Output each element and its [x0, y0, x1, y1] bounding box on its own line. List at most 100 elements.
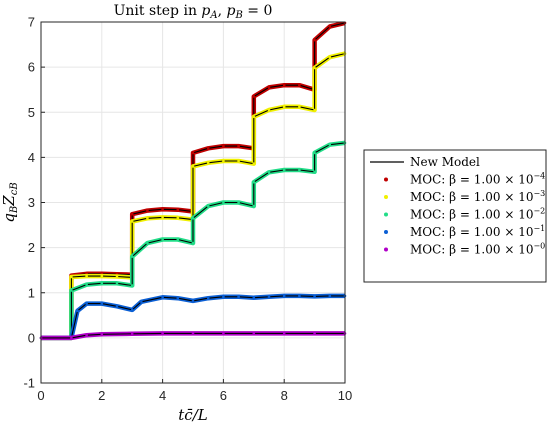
series-3-point	[130, 284, 134, 287]
series-4-point	[176, 296, 180, 300]
y-tick-label: 5	[28, 105, 35, 120]
series-4-point	[267, 295, 271, 299]
legend-entry-2: MOC: β = 1.00 × 10−3	[410, 189, 545, 204]
legend-box	[363, 149, 547, 283]
legend-entry-3: MOC: β = 1.00 × 10−2	[410, 207, 545, 222]
legend-marker-3	[384, 212, 388, 217]
series-2-point	[328, 55, 332, 59]
series-1-point	[252, 95, 256, 98]
series-4-point	[298, 294, 301, 298]
legend-marker-4	[384, 230, 388, 234]
series-1-point	[222, 144, 225, 148]
chart-title: Unit step in pA, pB = 0	[114, 3, 273, 21]
series-3-point	[222, 201, 225, 204]
series-4-point	[130, 308, 134, 312]
series-3-point	[191, 217, 195, 220]
series-2-point	[313, 66, 316, 70]
y-tick-label: 2	[28, 240, 35, 255]
series-4-point	[191, 299, 195, 303]
series-1-point	[206, 147, 210, 150]
series-5-point	[130, 332, 134, 336]
y-tick-label: 1	[28, 285, 35, 300]
series-3-point	[70, 289, 73, 292]
series-2-point	[191, 165, 195, 168]
series-4-point	[100, 302, 104, 305]
series-3-point	[146, 241, 149, 245]
series-1-point	[161, 208, 164, 211]
series-3-point	[115, 282, 119, 285]
series-1-point	[146, 209, 149, 212]
series-5-point	[100, 333, 104, 336]
series-2-point	[70, 275, 73, 279]
series-3-point	[176, 238, 180, 241]
series-2-point	[282, 105, 286, 109]
y-tick-label: 0	[28, 330, 35, 345]
series-3-point	[313, 170, 316, 174]
series-5-point	[191, 332, 195, 335]
legend-entry-4: MOC: β = 1.00 × 10−1	[410, 224, 545, 239]
y-tick-label: 4	[28, 150, 35, 165]
plot-frame	[40, 21, 346, 384]
series-3-point	[267, 171, 271, 174]
series-5-point	[282, 332, 286, 335]
series-2-point	[252, 115, 256, 119]
series-4-point	[252, 296, 256, 300]
y-tick-label: 3	[28, 195, 35, 210]
y-tick-label: -1	[23, 376, 35, 391]
series-4-point	[282, 294, 286, 298]
series-4-point	[140, 300, 143, 304]
series-4-point	[313, 295, 316, 298]
series-2-point	[100, 274, 104, 278]
series-4-point	[222, 295, 225, 299]
series-5-point	[70, 336, 73, 340]
series-2-point	[85, 274, 88, 278]
series-2-point	[313, 108, 316, 112]
series-2-point	[130, 220, 134, 223]
series-4-point	[76, 309, 79, 313]
legend-entry-5: MOC: β = 1.00 × 10−0	[410, 242, 545, 257]
series-3-point	[282, 168, 286, 172]
series-5-point	[313, 332, 316, 335]
series-1-point	[298, 83, 301, 87]
series-5-point	[222, 332, 225, 335]
series-3-point	[100, 282, 104, 285]
series-3-point	[130, 255, 134, 258]
series-2-point	[298, 105, 301, 109]
series-4-point	[115, 305, 119, 308]
x-tick-label: 6	[220, 388, 227, 403]
series-3-point	[252, 180, 256, 184]
legend-marker-2	[384, 195, 388, 199]
series-1-point	[191, 151, 195, 155]
series-4-point	[161, 296, 164, 299]
series-3-point	[161, 238, 164, 241]
x-axis-label: tc̄/L	[178, 406, 207, 424]
series-5-point	[252, 332, 256, 335]
series-2-point	[252, 162, 256, 165]
series-4-point	[206, 296, 210, 300]
x-tick-label: 2	[98, 388, 105, 403]
series-2-point	[161, 216, 164, 219]
series-3-point	[313, 151, 316, 155]
series-5-point	[161, 332, 164, 335]
series-2-point	[206, 161, 210, 165]
x-tick-label: 0	[37, 388, 44, 403]
legend-entry-0: New Model	[410, 155, 480, 169]
series-4-point	[237, 295, 240, 299]
y-tick-label: 6	[28, 60, 35, 75]
series-1-point	[328, 25, 332, 28]
series-3-point	[237, 201, 240, 204]
x-tick-label: 8	[281, 388, 288, 403]
series-1-point	[237, 144, 240, 148]
series-3-point	[191, 241, 195, 245]
series-1-point	[282, 83, 286, 87]
series-3-point	[206, 204, 210, 208]
legend-entry-1: MOC: β = 1.00 × 10−4	[410, 172, 545, 187]
series-3-point	[252, 204, 256, 208]
legend-marker-5	[384, 247, 388, 252]
series-3-point	[298, 168, 301, 172]
y-tick-label: 7	[28, 15, 35, 30]
series-2-point	[146, 217, 149, 220]
series-2-point	[237, 159, 240, 163]
